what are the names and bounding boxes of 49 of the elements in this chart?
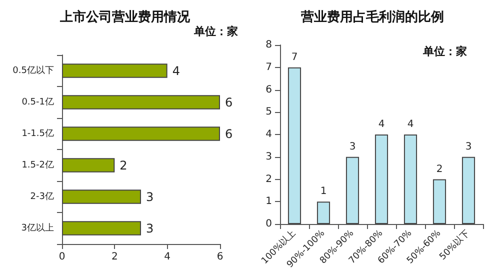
y-tick-label: 7 bbox=[266, 62, 272, 73]
data-label: 6 bbox=[225, 126, 233, 141]
data-label: 3 bbox=[146, 190, 154, 204]
y-tick-label: 2-3亿 bbox=[30, 190, 54, 202]
y-tick-label: 6 bbox=[266, 84, 272, 96]
data-label: 6 bbox=[225, 95, 233, 110]
data-label: 4 bbox=[172, 64, 180, 78]
bar bbox=[62, 64, 168, 78]
x-tick-label: 6 bbox=[216, 252, 224, 262]
bar bbox=[62, 158, 115, 172]
y-tick-label: 0.5亿以下 bbox=[12, 64, 54, 76]
bar bbox=[404, 134, 418, 224]
data-label: 1 bbox=[320, 186, 327, 198]
data-label: 3 bbox=[349, 141, 356, 152]
annotation: 单位：家 bbox=[422, 45, 467, 58]
y-tick-label: 3 bbox=[266, 151, 272, 162]
y-tick-label: 1.5-2亿 bbox=[22, 159, 54, 170]
bar bbox=[316, 202, 330, 224]
bar bbox=[346, 156, 360, 224]
y-tick-label: 1-1.5亿 bbox=[22, 128, 54, 139]
data-label: 2 bbox=[436, 164, 443, 175]
chart-title: 上市公司营业费用情况 bbox=[59, 9, 191, 25]
bar bbox=[62, 126, 220, 141]
data-label: 2 bbox=[120, 158, 128, 172]
y-tick-label: 4 bbox=[266, 129, 272, 140]
y-tick-label: 5 bbox=[266, 106, 272, 118]
bar bbox=[374, 134, 388, 224]
bar bbox=[62, 190, 141, 204]
data-label: 3 bbox=[146, 221, 154, 236]
x-tick-label: 2 bbox=[111, 252, 118, 262]
text: 单位：家 bbox=[193, 25, 238, 38]
data-label: 4 bbox=[378, 119, 385, 130]
y-tick-label: 2 bbox=[266, 174, 272, 185]
data-label: 4 bbox=[407, 119, 414, 130]
bar bbox=[432, 179, 446, 224]
bar bbox=[62, 95, 220, 110]
y-tick-label: 8 bbox=[266, 40, 272, 50]
y-tick-label: 1 bbox=[266, 196, 272, 208]
bar bbox=[462, 156, 476, 224]
x-tick-label: 0 bbox=[58, 252, 66, 262]
data-label: 7 bbox=[291, 52, 298, 63]
x-tick-label: 4 bbox=[164, 252, 171, 262]
chart-title: 营业费用占毛利润的比例 bbox=[300, 9, 444, 25]
y-tick-label: 0 bbox=[266, 218, 272, 230]
bar bbox=[288, 67, 302, 224]
bar bbox=[62, 221, 141, 236]
y-tick-label: 0.5-1亿 bbox=[22, 96, 54, 108]
y-tick-label: 3亿以上 bbox=[21, 222, 54, 234]
data-label: 3 bbox=[465, 141, 472, 152]
